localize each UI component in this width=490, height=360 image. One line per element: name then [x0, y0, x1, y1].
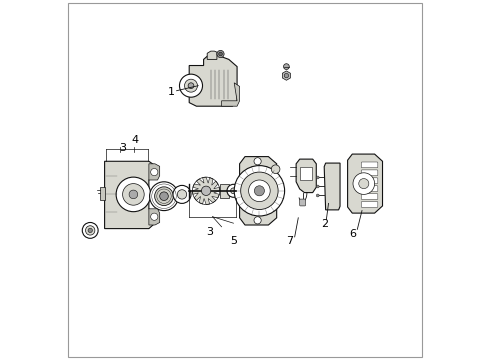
Polygon shape [189, 55, 237, 106]
Circle shape [82, 222, 98, 238]
Circle shape [201, 186, 211, 195]
FancyBboxPatch shape [361, 170, 378, 176]
Circle shape [179, 74, 202, 97]
Circle shape [219, 52, 222, 56]
Circle shape [316, 185, 319, 188]
FancyBboxPatch shape [361, 162, 378, 168]
Circle shape [234, 166, 285, 216]
Circle shape [173, 185, 191, 203]
Circle shape [177, 190, 187, 199]
Circle shape [149, 182, 178, 211]
Polygon shape [207, 51, 217, 59]
Circle shape [155, 187, 173, 206]
Circle shape [88, 228, 92, 233]
Polygon shape [296, 159, 316, 193]
Polygon shape [220, 184, 229, 198]
Circle shape [316, 194, 319, 197]
Circle shape [116, 177, 151, 212]
Polygon shape [149, 164, 160, 180]
Polygon shape [240, 157, 277, 225]
Polygon shape [221, 83, 240, 106]
Circle shape [86, 226, 95, 235]
Text: 4: 4 [132, 135, 139, 145]
Text: 3: 3 [119, 143, 126, 153]
Text: 1: 1 [168, 87, 175, 97]
Circle shape [129, 190, 138, 199]
Text: 3: 3 [207, 227, 214, 237]
Text: 2: 2 [320, 219, 328, 229]
Text: 6: 6 [349, 229, 357, 239]
FancyBboxPatch shape [361, 178, 378, 184]
FancyBboxPatch shape [361, 194, 378, 199]
Text: 5: 5 [230, 236, 237, 246]
Polygon shape [149, 209, 160, 225]
Circle shape [271, 165, 280, 174]
Circle shape [353, 173, 374, 194]
Circle shape [248, 180, 270, 202]
Circle shape [254, 186, 265, 196]
FancyBboxPatch shape [300, 199, 305, 206]
Circle shape [227, 184, 240, 197]
Text: 7: 7 [287, 236, 294, 246]
Circle shape [151, 168, 158, 176]
Circle shape [185, 79, 197, 92]
Circle shape [217, 50, 224, 58]
Polygon shape [300, 167, 312, 180]
Polygon shape [104, 161, 155, 229]
Circle shape [231, 188, 236, 194]
FancyBboxPatch shape [361, 202, 378, 207]
Polygon shape [282, 71, 291, 80]
Polygon shape [347, 154, 383, 213]
Circle shape [284, 64, 289, 69]
FancyBboxPatch shape [361, 186, 378, 192]
Polygon shape [193, 177, 220, 204]
Circle shape [188, 83, 194, 89]
Circle shape [151, 213, 158, 220]
Circle shape [316, 176, 319, 179]
Circle shape [254, 158, 261, 165]
Circle shape [284, 73, 289, 78]
Polygon shape [100, 187, 104, 200]
Circle shape [241, 172, 278, 210]
Circle shape [122, 184, 144, 205]
Circle shape [254, 217, 261, 224]
Polygon shape [324, 163, 340, 210]
Circle shape [160, 192, 169, 201]
Circle shape [359, 179, 369, 189]
